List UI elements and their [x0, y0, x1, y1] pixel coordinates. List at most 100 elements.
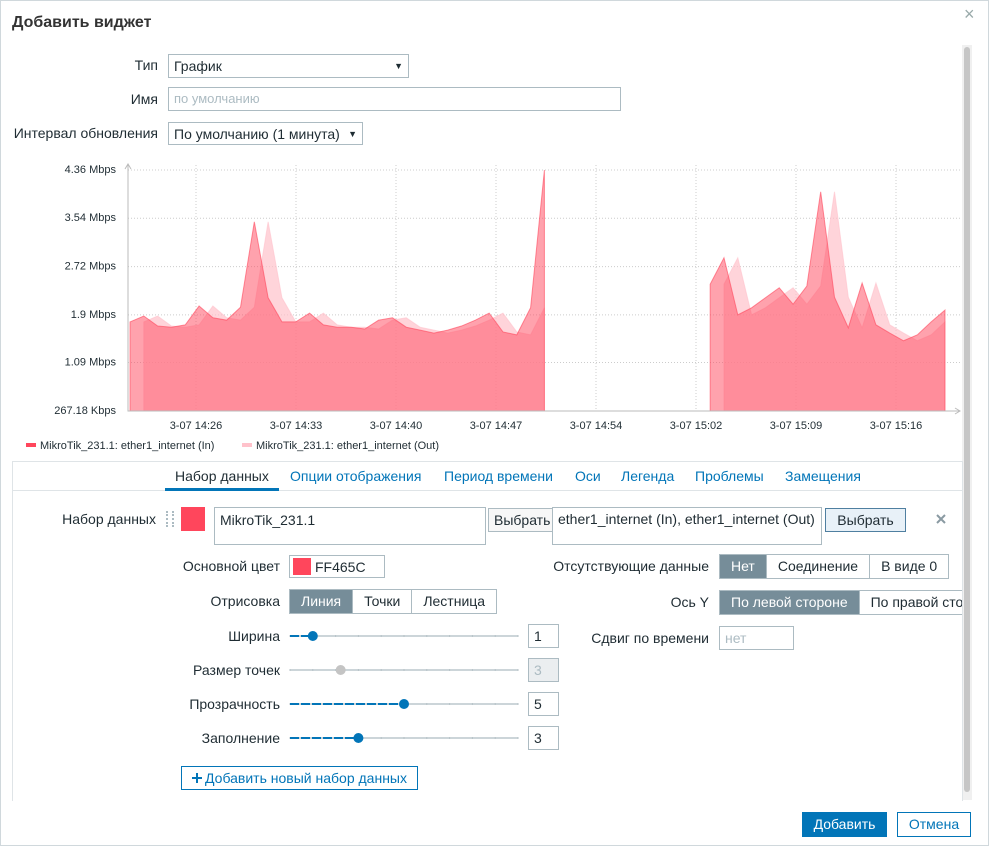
sliders — [289, 631, 519, 743]
tab[interactable]: Проблемы — [695, 468, 764, 484]
missing-option[interactable]: Соединение — [767, 555, 871, 578]
remove-dataset[interactable] — [936, 514, 946, 524]
type-value: График — [174, 58, 222, 74]
slider-knob — [335, 665, 346, 675]
host-select-button[interactable]: Выбрать — [488, 508, 558, 532]
tab[interactable]: Опции отображения — [290, 468, 422, 484]
yaxis-option[interactable]: По левой стороне — [720, 591, 860, 614]
scroll-thumb[interactable] — [964, 47, 970, 792]
x-tick-label: 3-07 14:26 — [170, 420, 223, 432]
missing-label: Отсутствующие данные — [553, 558, 709, 574]
dataset-color-swatch[interactable] — [181, 507, 205, 531]
items-select-button[interactable]: Выбрать — [825, 508, 906, 532]
slider-knob[interactable] — [399, 699, 409, 709]
tab-panel — [12, 461, 963, 801]
point-size-label: Размер точек — [193, 662, 280, 678]
x-tick-label: 3-07 14:33 — [270, 420, 323, 432]
yaxis-label: Ось Y — [670, 594, 709, 610]
x-tick-label: 3-07 14:47 — [470, 420, 523, 432]
timeshift-label: Сдвиг по времени — [591, 630, 709, 646]
width-label: Ширина — [228, 628, 280, 644]
width-input[interactable]: 1 — [528, 624, 559, 648]
width-value: 1 — [534, 628, 542, 644]
missing-option[interactable]: Нет — [720, 555, 767, 578]
tab[interactable]: Оси — [575, 468, 601, 484]
point-size-input: 3 — [528, 658, 559, 682]
x-tick-label: 3-07 14:40 — [370, 420, 423, 432]
missing-option[interactable]: В виде 0 — [881, 558, 938, 574]
legend-swatch — [26, 443, 36, 447]
drag-handle[interactable] — [166, 511, 174, 527]
color-value: FF465C — [315, 559, 366, 575]
transparency-label: Прозрачность — [189, 696, 280, 712]
refresh-select[interactable]: По умолчанию (1 минута) ▼ — [168, 122, 363, 145]
name-placeholder: по умолчанию — [174, 91, 260, 106]
legend-label: MikroTik_231.1: ether1_internet (Out) — [256, 440, 439, 452]
transparency-input[interactable]: 5 — [528, 692, 559, 716]
host-value: MikroTik_231.1 — [220, 512, 316, 528]
items-value: ether1_internet (In), ether1_internet (O… — [558, 511, 815, 527]
slider-knob[interactable] — [353, 733, 364, 743]
active-tab-underline — [165, 488, 279, 491]
tab[interactable]: Набор данных — [175, 468, 269, 484]
y-tick-label: 1.09 Mbps — [65, 356, 117, 368]
host-input[interactable]: MikroTik_231.1 — [214, 507, 486, 545]
draw-option[interactable]: Лестница — [423, 593, 486, 609]
y-tick-label: 3.54 Mbps — [65, 212, 117, 224]
add-dataset-button[interactable]: Добавить новый набор данных — [181, 766, 418, 790]
draw-toggle: Линия Точки Лестница — [289, 589, 498, 614]
fill-label: Заполнение — [201, 730, 280, 746]
name-input[interactable]: по умолчанию — [168, 87, 621, 111]
graph-preview: 267.18 Kbps 1.09 Mbps 1.9 Mbps 2.72 Mbps 3.5… — [26, 163, 961, 452]
color-input[interactable]: FF465C — [289, 555, 385, 578]
tab-rule — [12, 490, 963, 491]
legend-swatch — [242, 443, 252, 447]
x-tick-label: 3-07 15:16 — [870, 420, 923, 432]
cancel-label: Отмена — [908, 816, 960, 832]
fill-input[interactable]: 3 — [528, 726, 559, 750]
y-tick-label: 267.18 Kbps — [54, 405, 116, 417]
fill-value: 3 — [534, 730, 542, 746]
dialog-title: Добавить виджет — [12, 14, 152, 31]
y-tick-label: 1.9 Mbps — [71, 309, 117, 321]
plus-icon — [192, 773, 203, 783]
point-size-value: 3 — [534, 662, 542, 678]
add-dataset-label: Добавить новый набор данных — [205, 770, 407, 786]
x-tick-label: 3-07 15:09 — [770, 420, 823, 432]
items-button-label: Выбрать — [837, 512, 894, 528]
cancel-button[interactable]: Отмена — [897, 812, 971, 837]
add-label: Добавить — [813, 816, 876, 832]
transparency-value: 5 — [534, 696, 542, 712]
tab[interactable]: Замещения — [785, 468, 861, 484]
timeshift-input[interactable]: нет — [719, 626, 794, 650]
color-label: Основной цвет — [182, 558, 280, 574]
type-select[interactable]: График ▼ — [168, 54, 409, 78]
close-button[interactable]: × — [964, 4, 975, 24]
x-tick-label: 3-07 14:54 — [570, 420, 623, 432]
y-tick-label: 2.72 Mbps — [65, 260, 117, 272]
type-label: Тип — [134, 57, 158, 73]
axes — [127, 165, 960, 412]
tab[interactable]: Легенда — [621, 468, 675, 484]
slider-knob[interactable] — [307, 631, 318, 641]
scrollbar[interactable] — [962, 45, 972, 800]
items-input[interactable]: ether1_internet (In), ether1_internet (O… — [552, 507, 822, 545]
host-button-label: Выбрать — [494, 512, 551, 528]
draw-option[interactable]: Линия — [290, 590, 354, 613]
draw-option[interactable]: Точки — [353, 590, 413, 613]
y-tick-label: 4.36 Mbps — [65, 164, 117, 176]
legend-label: MikroTik_231.1: ether1_internet (In) — [40, 440, 214, 452]
yaxis-option[interactable]: По правой стороне — [870, 594, 962, 610]
color-swatch — [293, 558, 311, 575]
refresh-label: Интервал обновления — [13, 125, 158, 141]
add-button[interactable]: Добавить — [802, 812, 887, 837]
area — [129, 169, 946, 412]
x-tick-label: 3-07 15:02 — [670, 420, 723, 432]
tab[interactable]: Период времени — [444, 468, 553, 484]
name-label: Имя — [130, 91, 158, 107]
missing-toggle: Нет Соединение В виде 0 — [719, 554, 950, 579]
dataset-label: Набор данных — [62, 511, 156, 527]
draw-label: Отрисовка — [210, 593, 280, 609]
refresh-value: По умолчанию (1 минута) — [174, 126, 340, 142]
